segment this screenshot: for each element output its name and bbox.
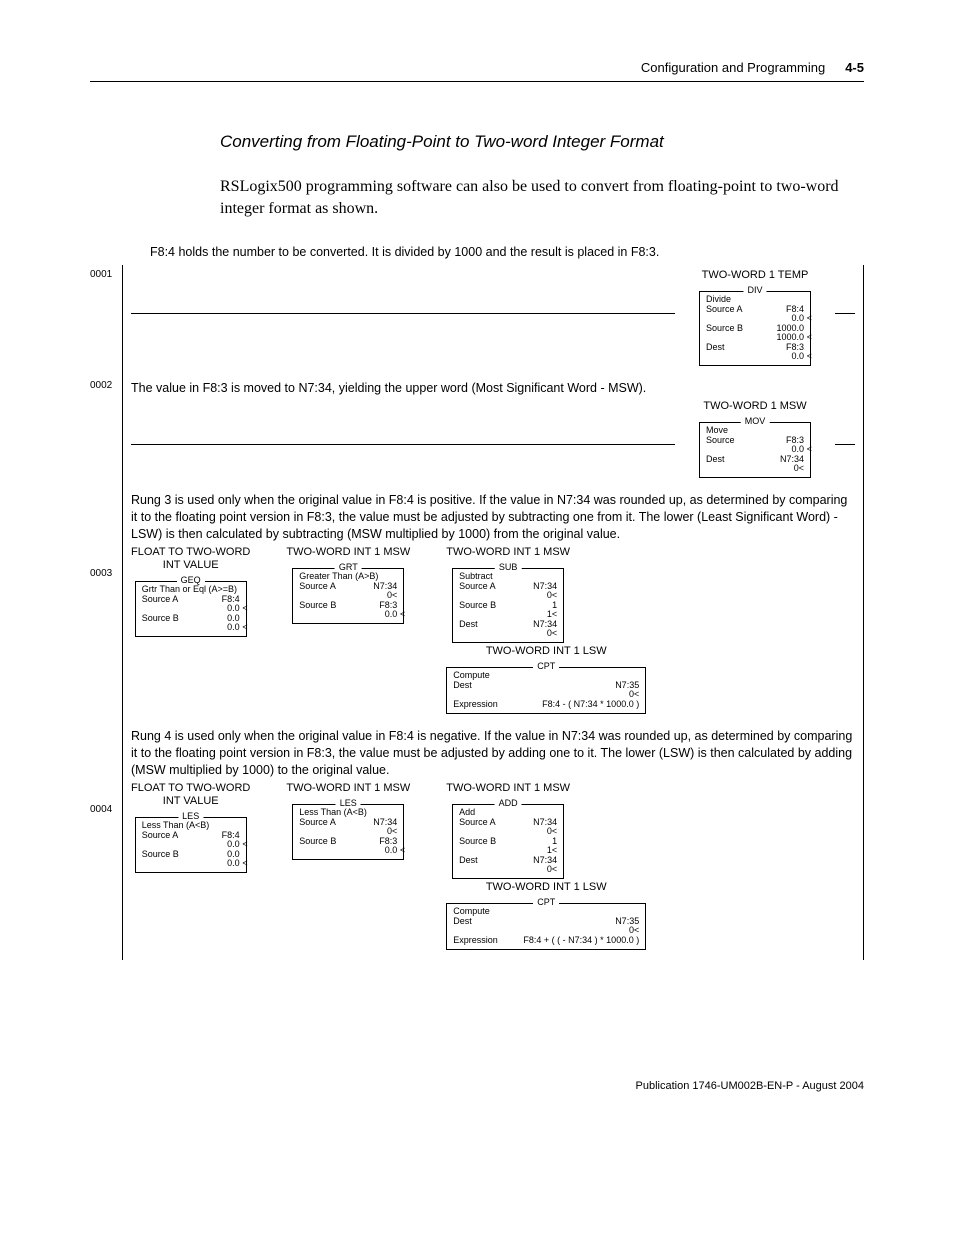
block-title: TWO-WORD INT 1 MSW — [446, 782, 570, 795]
cpt-instruction: CPT Compute DestN7:35 0< ExpressionF8:4 … — [446, 903, 646, 950]
rung-note: Rung 4 is used only when the original va… — [131, 728, 855, 779]
div-instruction: DIV Divide Source AF8:4 0.0 Source B1000… — [699, 291, 811, 366]
rung-2: 0002 The value in F8:3 is moved to N7:34… — [90, 376, 864, 488]
block-title: FLOAT TO TWO-WORD INT VALUE — [131, 546, 250, 572]
block-title: TWO-WORD INT 1 MSW — [446, 546, 570, 559]
section-heading: Converting from Floating-Point to Two-wo… — [220, 132, 864, 152]
rung-3: 0003 Rung 3 is used only when the origin… — [90, 488, 864, 724]
mov-instruction: MOV Move SourceF8:3 0.0 DestN7:34 0< — [699, 422, 811, 478]
block-title: TWO-WORD INT 1 LSW — [486, 881, 607, 894]
rung-number: 0002 — [90, 376, 122, 488]
intro-text: F8:4 holds the number to be converted. I… — [150, 245, 864, 259]
cpt-instruction: CPT Compute DestN7:35 0< ExpressionF8:4 … — [446, 667, 646, 714]
op-description: Divide — [706, 294, 804, 304]
header-title: Configuration and Programming — [641, 60, 825, 75]
rung-note: The value in F8:3 is moved to N7:34, yie… — [131, 380, 855, 397]
block-title: FLOAT TO TWO-WORD INT VALUE — [131, 782, 250, 808]
rung-4: 0004 Rung 4 is used only when the origin… — [90, 724, 864, 960]
page-footer: Publication 1746-UM002B-EN-P - August 20… — [90, 1080, 864, 1092]
les-instruction: LES Less Than (A<B) Source AF8:4 0.0 Sou… — [135, 817, 247, 873]
geq-instruction: GEQ Grtr Than or Eql (A>=B) Source AF8:4… — [135, 581, 247, 637]
add-instruction: ADD Add Source AN7:34 0< Source B1 1< De… — [452, 804, 564, 879]
opcode: MOV — [741, 416, 770, 426]
block-title: TWO-WORD INT 1 MSW — [286, 546, 410, 559]
block-title: TWO-WORD INT 1 MSW — [286, 782, 410, 795]
sub-instruction: SUB Subtract Source AN7:34 0< Source B1 … — [452, 568, 564, 643]
rung-note: Rung 3 is used only when the original va… — [131, 492, 855, 543]
grt-instruction: GRT Greater Than (A>B) Source AN7:34 0< … — [292, 568, 404, 624]
block-title: TWO-WORD INT 1 LSW — [486, 645, 607, 658]
page-header: Configuration and Programming 4-5 — [90, 60, 864, 82]
les-instruction: LES Less Than (A<B) Source AN7:34 0< Sou… — [292, 804, 404, 860]
block-title: TWO-WORD 1 MSW — [703, 400, 806, 413]
rung-number: 0003 — [90, 488, 122, 724]
block-title: TWO-WORD 1 TEMP — [702, 269, 809, 282]
ladder-diagram: 0001 TWO-WORD 1 TEMP DIV Divide Source A… — [90, 265, 864, 960]
opcode: DIV — [743, 285, 766, 295]
rung-1: 0001 TWO-WORD 1 TEMP DIV Divide Source A… — [90, 265, 864, 376]
rung-number: 0001 — [90, 265, 122, 376]
body-paragraph: RSLogix500 programming software can also… — [220, 176, 854, 221]
header-page: 4-5 — [845, 60, 864, 75]
rung-number: 0004 — [90, 724, 122, 960]
